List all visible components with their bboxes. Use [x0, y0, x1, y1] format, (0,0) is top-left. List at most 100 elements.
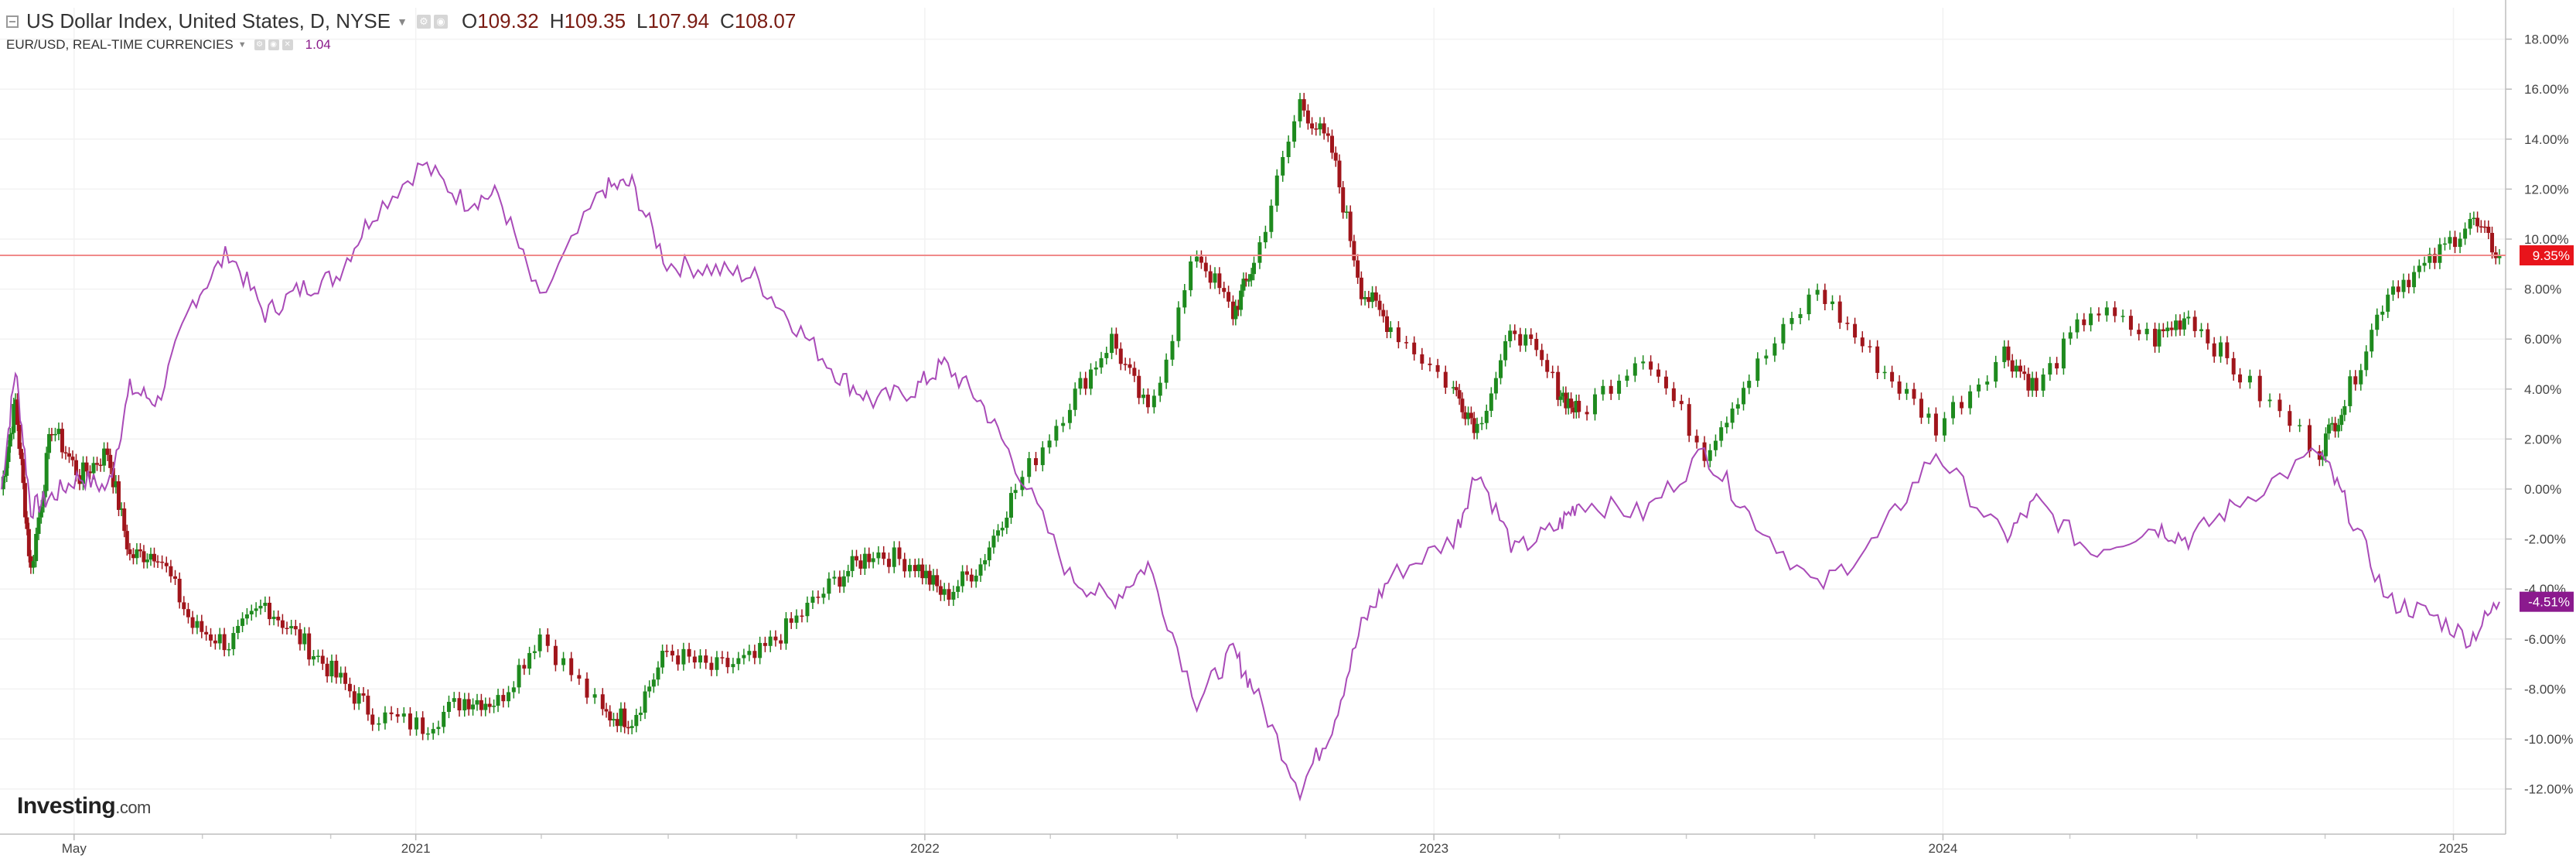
candle-body: [1577, 401, 1581, 412]
candle-body: [431, 729, 435, 734]
candle-body: [956, 586, 960, 592]
y-tick-label: 0.00%: [2524, 482, 2561, 497]
candle-body: [1286, 142, 1291, 158]
candle-body: [758, 642, 763, 658]
candle-body: [128, 549, 132, 555]
candle-body: [1601, 385, 1605, 395]
candle-body: [15, 399, 20, 425]
candle-body: [789, 618, 793, 623]
candle-body: [1713, 440, 1718, 450]
candle-body: [1905, 388, 1909, 394]
candle-body: [425, 733, 430, 735]
candle-body: [1137, 375, 1141, 399]
candle-body: [2267, 399, 2272, 402]
candle-body: [1132, 368, 1137, 376]
candle-body: [1641, 361, 1646, 364]
candle-body: [88, 471, 93, 474]
candle-body: [592, 694, 597, 698]
candle-body: [2277, 399, 2282, 412]
candle-body: [1498, 360, 1503, 378]
candle-body: [249, 611, 254, 615]
candle-body: [1158, 382, 1162, 396]
candle-body: [1561, 392, 1565, 397]
visibility-icon[interactable]: ◉: [268, 39, 279, 50]
settings-icon[interactable]: ⚙: [254, 39, 265, 50]
settings-icon[interactable]: ⚙: [416, 14, 431, 29]
x-tick-label: 2023: [1419, 841, 1448, 856]
candle-body: [2113, 307, 2117, 316]
candle-body: [532, 651, 537, 653]
candle-body: [1837, 301, 1842, 323]
candle-body: [1083, 378, 1088, 389]
close-icon[interactable]: ✕: [281, 39, 293, 50]
candle-body: [827, 578, 831, 594]
candle-body: [1094, 367, 1098, 370]
candle-body: [2453, 237, 2458, 248]
candle-body: [1566, 399, 1571, 409]
candle-body: [643, 691, 647, 713]
candle-body: [763, 642, 767, 646]
candle-body: [908, 565, 913, 572]
sub-series-title[interactable]: EUR/USD, REAL-TIME CURRENCIES: [6, 37, 234, 52]
candle-body: [2428, 254, 2432, 263]
candle-body: [1719, 427, 1724, 441]
candle-body: [389, 712, 394, 715]
candle-body: [1882, 371, 1887, 374]
investing-logo[interactable]: Investing.com: [17, 793, 151, 819]
candle-body: [276, 617, 281, 621]
candle-body: [522, 665, 527, 669]
candle-body: [1484, 410, 1489, 423]
main-series-title[interactable]: US Dollar Index, United States, D, NYSE: [26, 9, 391, 32]
candle-body: [1314, 128, 1319, 130]
candle-body: [608, 711, 612, 721]
candle-body: [231, 633, 236, 649]
candle-body: [25, 517, 29, 529]
candle-body: [1189, 261, 1193, 291]
candle-body: [1708, 450, 1712, 461]
candle-body: [105, 448, 110, 455]
y-tick-label: 4.00%: [2524, 382, 2561, 397]
candle-body: [1078, 378, 1083, 389]
visibility-icon[interactable]: ◉: [433, 14, 448, 29]
candle-body: [1, 477, 5, 490]
chevron-down-icon[interactable]: ▼: [397, 15, 408, 28]
candle-body: [2089, 313, 2093, 326]
candle-body: [1033, 458, 1038, 466]
candle-body: [366, 696, 370, 715]
candle-body: [1764, 355, 1769, 359]
candle-body: [537, 634, 542, 652]
candle-body: [638, 713, 643, 715]
candle-body: [1326, 133, 1330, 136]
candle-body: [647, 686, 652, 692]
candle-body: [2339, 415, 2344, 426]
candle-body: [2075, 319, 2080, 333]
candle-body: [629, 726, 634, 728]
candle-body: [173, 576, 178, 579]
candle-body: [2380, 311, 2385, 315]
candle-body: [517, 665, 521, 688]
candle-body: [2475, 217, 2480, 227]
collapse-icon[interactable]: [6, 15, 19, 28]
candle-body: [142, 551, 146, 563]
chevron-down-icon[interactable]: ▼: [237, 40, 247, 50]
candle-body: [916, 564, 921, 572]
candle-body: [1305, 110, 1310, 124]
candle-body: [19, 449, 23, 460]
candle-body: [1104, 353, 1109, 358]
y-tick-label: 8.00%: [2524, 282, 2561, 297]
candle-body: [2061, 338, 2066, 369]
candle-body: [676, 655, 681, 665]
candle-body: [222, 634, 227, 651]
candle-body: [2448, 237, 2452, 244]
candle-body: [1853, 323, 1858, 338]
candle-body: [1933, 413, 1938, 436]
candle-body: [67, 453, 71, 457]
candle-body: [886, 559, 891, 567]
candle-body: [501, 695, 506, 702]
y-tick-label: 10.00%: [2524, 232, 2569, 247]
candle-body: [2348, 376, 2353, 406]
candle-body: [805, 602, 810, 617]
candle-body: [1247, 280, 1251, 282]
